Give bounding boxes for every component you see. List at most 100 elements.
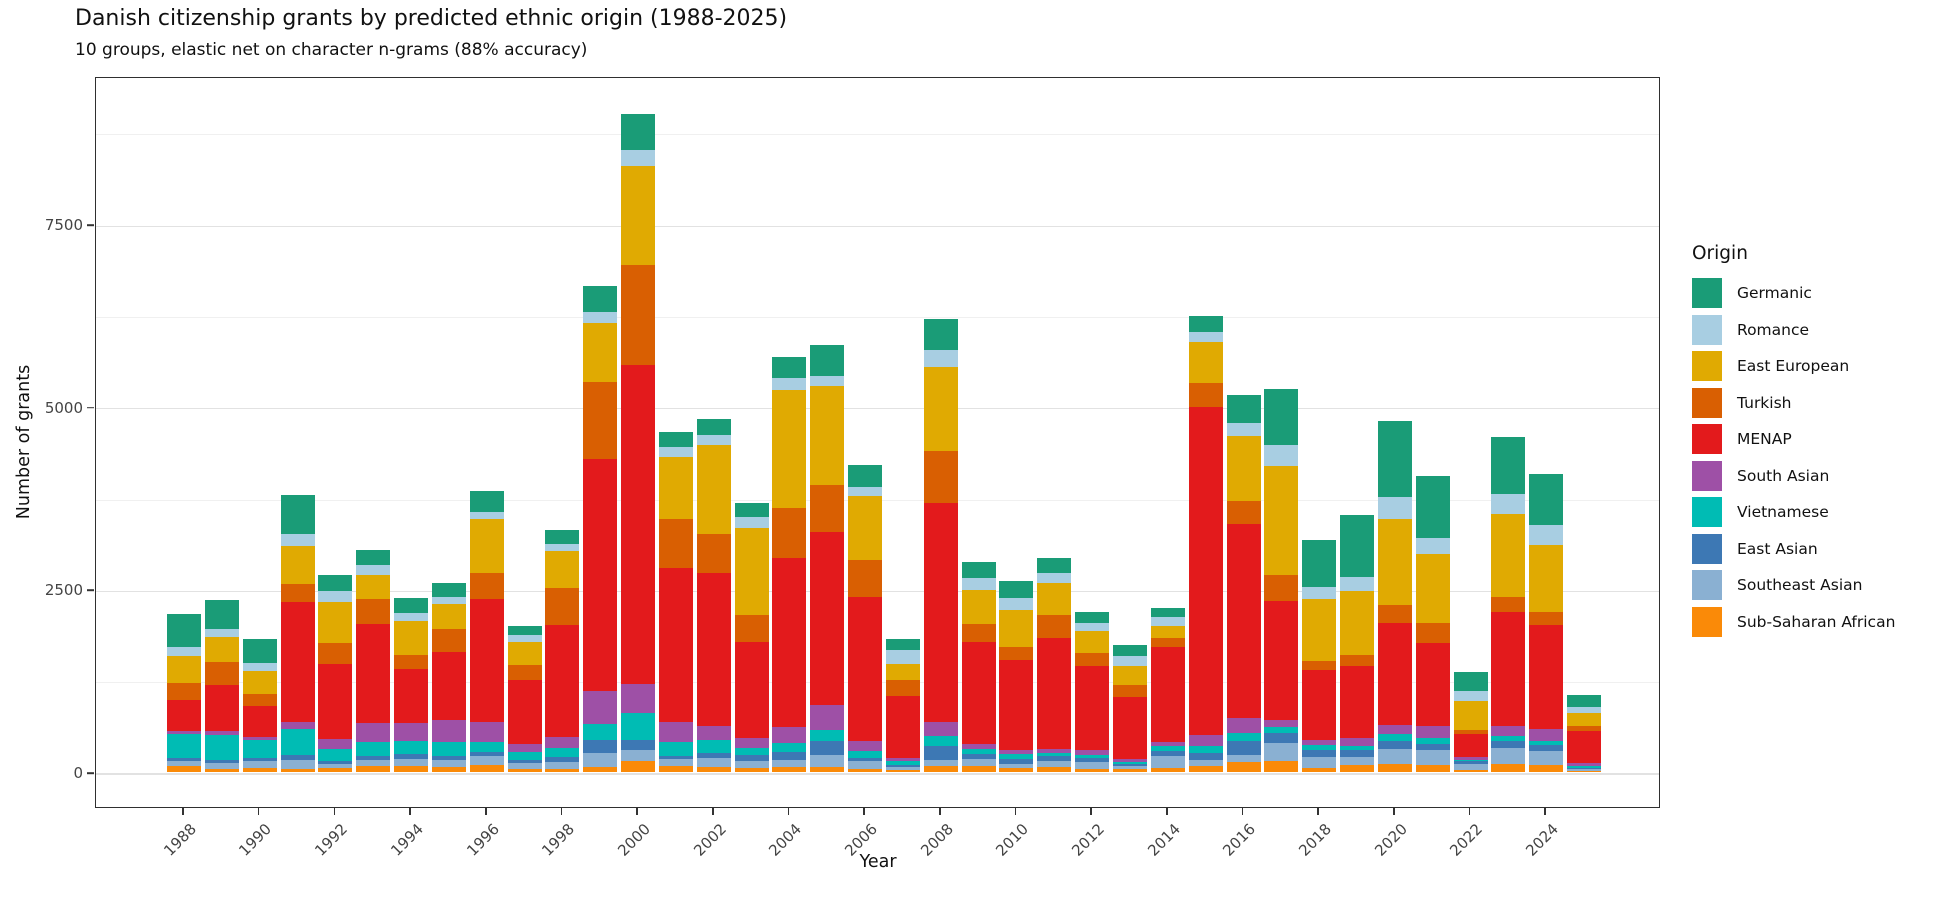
- legend-item-germanic: Germanic: [1692, 278, 1895, 308]
- bar-segment-2003-south-asian: [734, 738, 769, 749]
- bar-segment-2011-east-asian: [1037, 756, 1072, 762]
- bar-segment-1999-vietnamese: [583, 724, 618, 741]
- bar-1996: [469, 490, 504, 772]
- x-tick-mark: [787, 808, 790, 815]
- gridline-major: [96, 408, 1659, 410]
- x-tick-mark: [863, 808, 865, 815]
- bar-segment-2016-turkish: [1226, 500, 1261, 524]
- bar-segment-2018-sub-saharan-african: [1302, 767, 1337, 772]
- bar-segment-2023-east-asian: [1491, 741, 1526, 748]
- bar-segment-1988-east-asian: [167, 758, 201, 762]
- bar-segment-1991-vietnamese: [280, 728, 315, 756]
- bar-segment-2023-romance: [1491, 494, 1526, 514]
- bar-segment-2009-sub-saharan-african: [961, 765, 996, 772]
- bar-segment-2014-vietnamese: [1150, 746, 1185, 752]
- bar-2011: [1037, 558, 1072, 772]
- bar-segment-2006-east-asian: [848, 757, 883, 762]
- bar-segment-1996-turkish: [469, 573, 504, 599]
- legend-item-southeast-asian: Southeast Asian: [1692, 570, 1895, 600]
- bar-segment-2010-southeast-asian: [999, 763, 1034, 769]
- bar-segment-1994-southeast-asian: [394, 758, 429, 767]
- bar-segment-2024-sub-saharan-african: [1529, 765, 1564, 772]
- bar-segment-2025-germanic: [1567, 694, 1602, 707]
- gridline-minor: [96, 317, 1659, 319]
- bar-segment-2002-east-asian: [696, 752, 731, 759]
- bar-segment-1989-germanic: [204, 599, 239, 629]
- bar-segment-2023-sub-saharan-african: [1491, 763, 1526, 772]
- bar-segment-2000-east-european: [621, 165, 656, 266]
- bar-2009: [961, 562, 996, 772]
- bar-segment-2017-sub-saharan-african: [1264, 761, 1299, 772]
- bar-segment-2010-south-asian: [999, 750, 1034, 755]
- legend-label: South Asian: [1737, 466, 1830, 485]
- bar-segment-2014-east-asian: [1150, 751, 1185, 756]
- bar-segment-2021-south-asian: [1415, 725, 1450, 738]
- bar-segment-2020-menap: [1377, 623, 1412, 725]
- bar-segment-1991-germanic: [280, 494, 315, 534]
- legend-swatch: [1692, 497, 1722, 527]
- bar-segment-2006-germanic: [848, 465, 883, 487]
- bar-segment-1992-south-asian: [318, 738, 353, 749]
- bar-segment-2005-menap: [810, 532, 845, 706]
- bar-segment-2017-east-european: [1264, 466, 1299, 575]
- legend-label: Sub-Saharan African: [1737, 612, 1896, 631]
- bar-segment-2021-turkish: [1415, 623, 1450, 643]
- bar-2002: [696, 418, 731, 772]
- bar-segment-2015-menap: [1188, 407, 1223, 736]
- bar-segment-2006-east-european: [848, 495, 883, 561]
- bar-segment-2008-south-asian: [923, 721, 958, 737]
- bar-segment-1992-romance: [318, 590, 353, 602]
- legend-swatch: [1692, 387, 1722, 418]
- bar-segment-1995-east-european: [431, 604, 466, 629]
- bar-segment-1994-east-european: [394, 620, 429, 655]
- bar-segment-2015-romance: [1188, 332, 1223, 343]
- bar-segment-2013-southeast-asian: [1113, 766, 1147, 770]
- bar-segment-1992-germanic: [318, 574, 353, 591]
- bar-segment-2018-vietnamese: [1302, 744, 1337, 751]
- bar-segment-2007-germanic: [885, 639, 920, 651]
- bar-segment-1991-south-asian: [280, 721, 315, 729]
- bar-segment-1989-east-asian: [204, 759, 239, 763]
- legend-label: MENAP: [1737, 430, 1792, 448]
- bar-2014: [1150, 608, 1185, 772]
- bar-segment-1999-southeast-asian: [583, 752, 618, 768]
- bar-segment-1996-south-asian: [469, 721, 504, 743]
- bar-segment-2023-turkish: [1491, 597, 1526, 612]
- bar-segment-2000-romance: [621, 149, 656, 166]
- bar-segment-1993-south-asian: [356, 723, 391, 742]
- bar-2000: [621, 114, 656, 772]
- bar-segment-1991-romance: [280, 533, 315, 546]
- bar-segment-2024-east-european: [1529, 544, 1564, 612]
- legend-item-menap: MENAP: [1692, 424, 1895, 454]
- bar-segment-2022-turkish: [1453, 730, 1488, 735]
- bar-segment-1993-turkish: [356, 598, 391, 625]
- bar-segment-2004-germanic: [772, 357, 807, 379]
- bar-segment-2009-romance: [961, 578, 996, 590]
- bar-segment-2021-germanic: [1415, 476, 1450, 539]
- bar-segment-2022-vietnamese: [1453, 759, 1488, 762]
- bar-segment-2012-southeast-asian: [1075, 761, 1110, 770]
- bar-segment-2005-southeast-asian: [810, 755, 845, 768]
- x-tick-mark: [1544, 808, 1547, 815]
- bar-segment-1989-sub-saharan-african: [204, 768, 239, 772]
- bar-segment-2010-east-european: [999, 609, 1034, 648]
- bar-segment-2001-east-european: [658, 456, 693, 520]
- bar-segment-2003-vietnamese: [734, 748, 769, 755]
- bar-segment-2024-romance: [1529, 524, 1564, 545]
- bar-segment-1990-germanic: [242, 639, 277, 663]
- bar-segment-2009-germanic: [961, 562, 996, 579]
- bar-segment-2019-sub-saharan-african: [1340, 765, 1375, 772]
- x-axis-title: Year: [859, 852, 897, 872]
- bar-segment-2004-east-european: [772, 390, 807, 509]
- bar-segment-2021-southeast-asian: [1415, 750, 1450, 766]
- bar-segment-2004-southeast-asian: [772, 759, 807, 768]
- bar-segment-2013-south-asian: [1113, 758, 1147, 762]
- bar-1998: [545, 529, 580, 772]
- bar-segment-2019-vietnamese: [1340, 745, 1375, 751]
- bar-segment-2002-vietnamese: [696, 739, 731, 753]
- bar-segment-2010-romance: [999, 598, 1034, 610]
- bar-segment-2013-turkish: [1113, 685, 1147, 697]
- bar-segment-2012-menap: [1075, 665, 1110, 751]
- bar-segment-1996-sub-saharan-african: [469, 765, 504, 772]
- bar-segment-2025-romance: [1567, 706, 1602, 714]
